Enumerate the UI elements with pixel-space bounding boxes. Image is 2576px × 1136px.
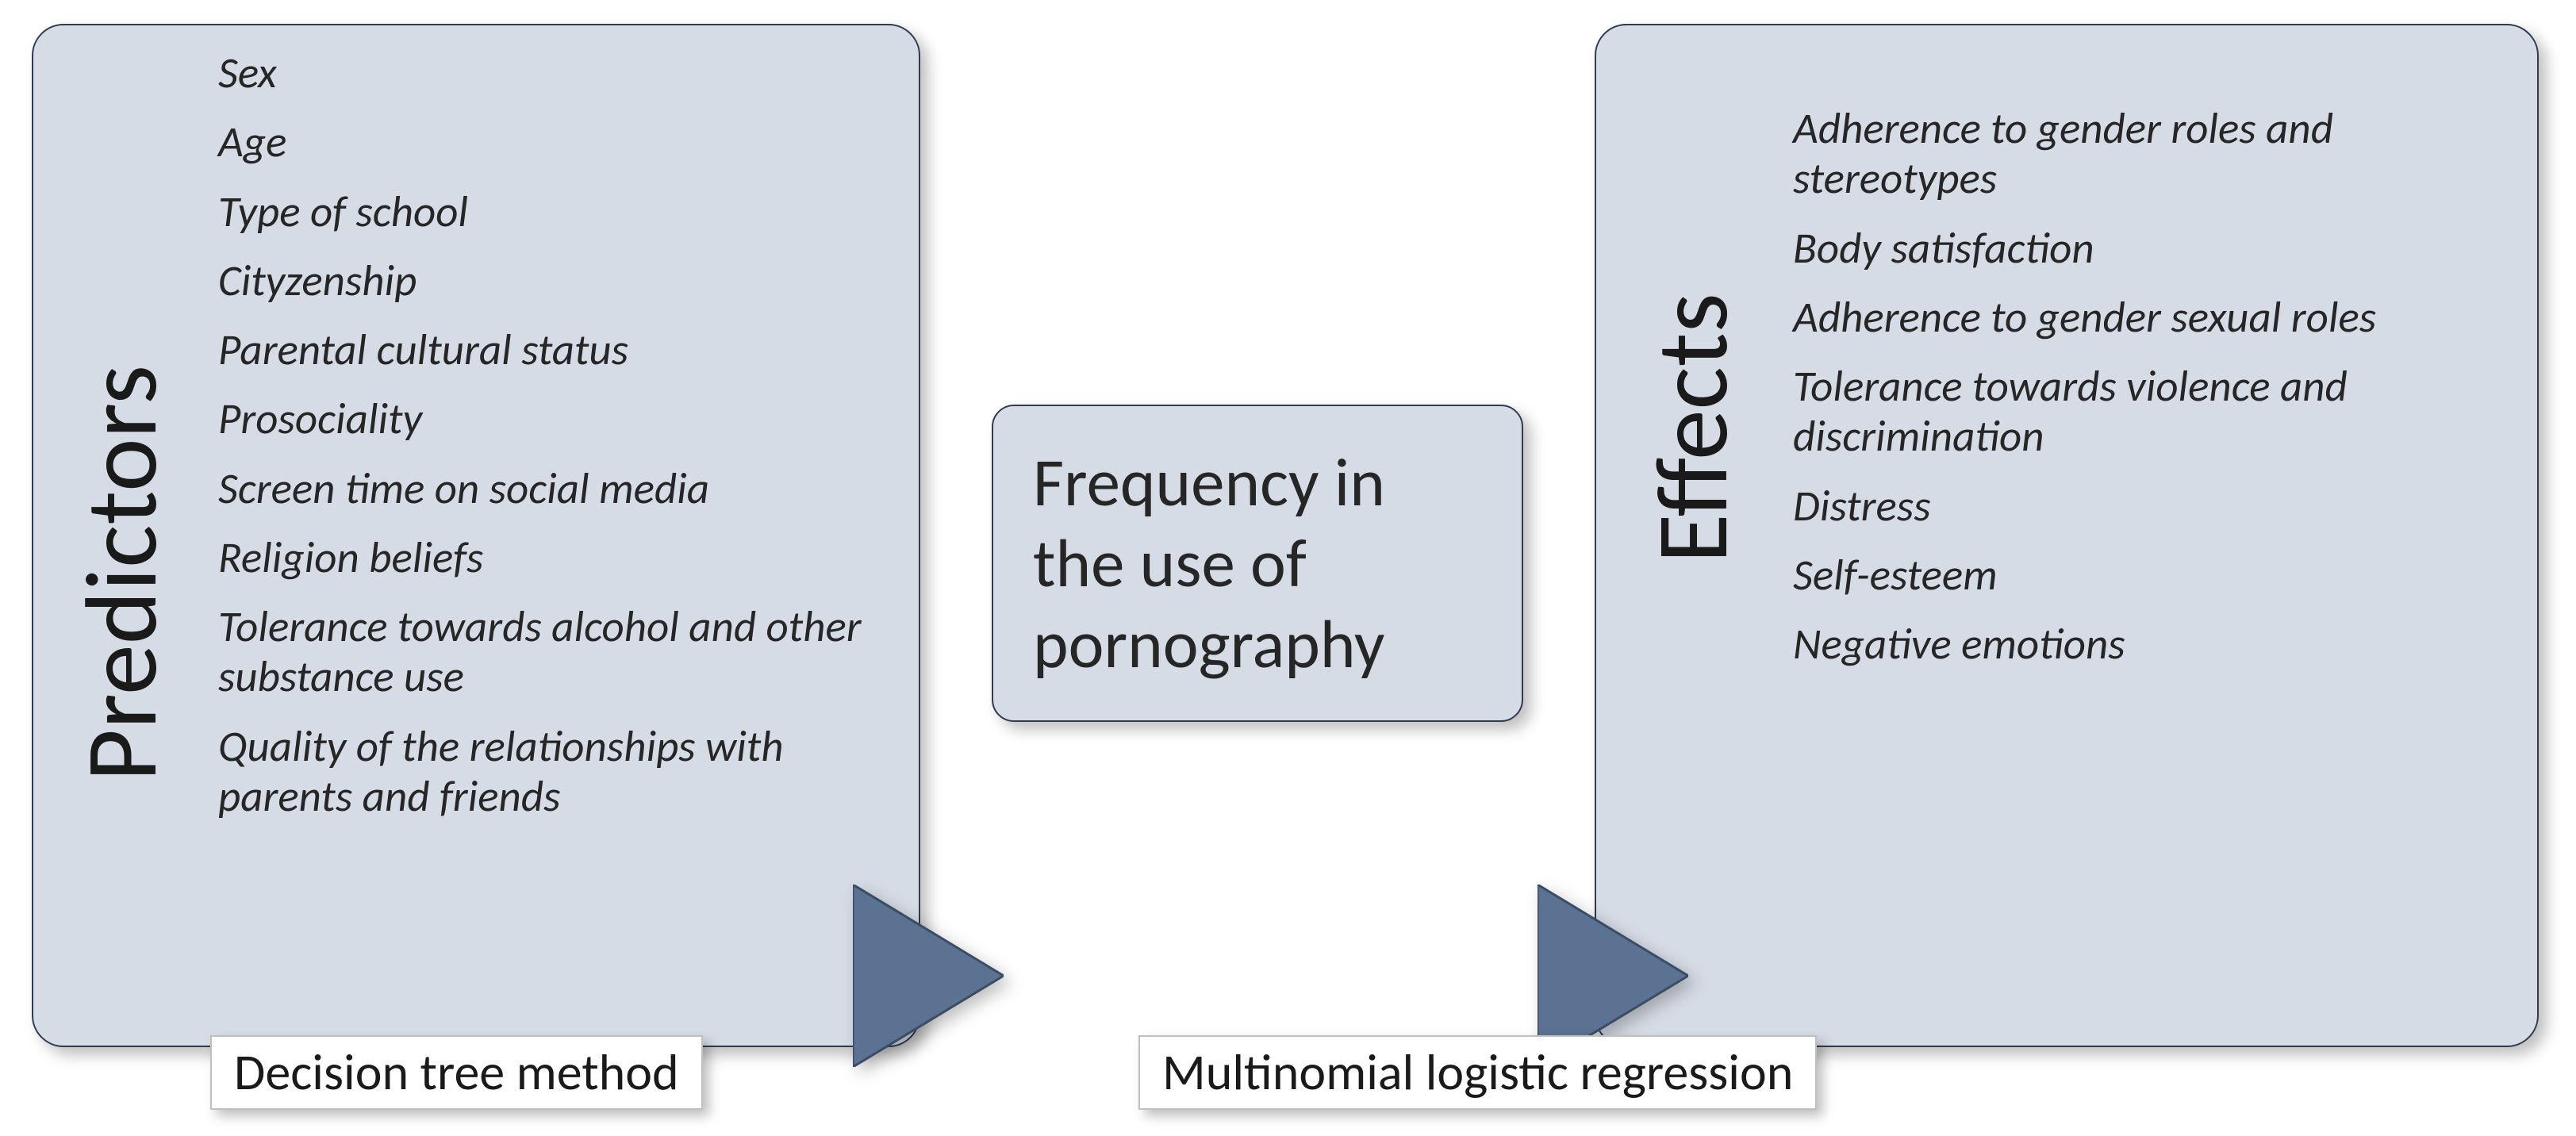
effects-title: Effects: [1630, 293, 1754, 563]
list-item: Body satisfaction: [1793, 223, 2511, 273]
list-item: Self-esteem: [1793, 550, 2511, 600]
list-item: Type of school: [218, 186, 900, 236]
method-right-label: Multinomial logistic regression: [1138, 1035, 1817, 1110]
list-item: Adherence to gender roles and stereotype…: [1793, 103, 2511, 204]
list-item: Tolerance towards alcohol and other subs…: [218, 601, 900, 702]
list-item: Age: [218, 117, 900, 167]
list-item: Sex: [218, 48, 900, 98]
predictors-list: Sex Age Type of school Cityzenship Parental …: [218, 48, 900, 821]
list-item: Tolerance towards violence and discrimin…: [1793, 361, 2511, 462]
effects-list: Adherence to gender roles and stereotype…: [1793, 103, 2511, 669]
center-panel: Frequency in the use of pornography: [992, 405, 1523, 722]
list-item: Religion beliefs: [218, 532, 900, 582]
list-item: Prosociality: [218, 393, 900, 443]
method-left-label: Decision tree method: [210, 1035, 703, 1110]
list-item: Adherence to gender sexual roles: [1793, 292, 2511, 342]
list-item: Quality of the relationships with parent…: [218, 721, 900, 822]
center-text: Frequency in the use of pornography: [1033, 442, 1482, 685]
list-item: Negative emotions: [1793, 619, 2511, 669]
predictors-title: Predictors: [60, 365, 183, 781]
list-item: Screen time on social media: [218, 463, 900, 513]
list-item: Cityzenship: [218, 255, 900, 305]
list-item: Parental cultural status: [218, 324, 900, 374]
arrow-left-icon: [853, 885, 1004, 1067]
list-item: Distress: [1793, 481, 2511, 531]
